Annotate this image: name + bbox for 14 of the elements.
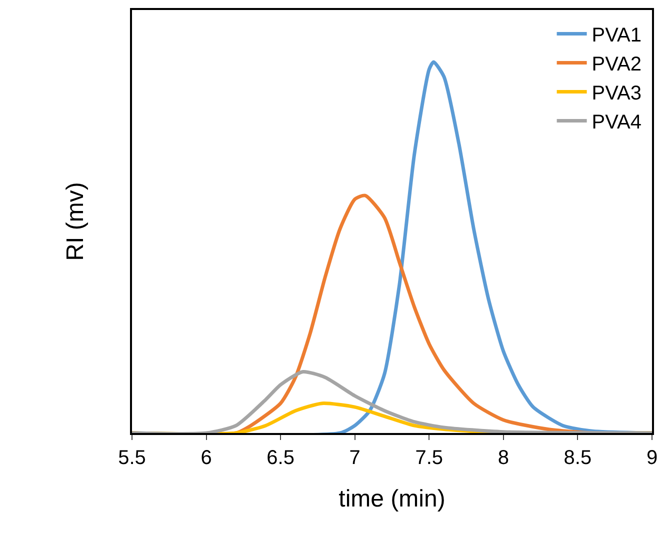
x-tick-label: 6.5: [266, 446, 294, 469]
x-tick-label: 9: [646, 446, 658, 469]
y-axis-title: RI (mv): [62, 182, 89, 261]
x-tick-label: 5.5: [118, 446, 146, 469]
x-tick-label: 6: [200, 446, 212, 469]
x-tick-label: 7: [349, 446, 360, 469]
legend-label: PVA1: [592, 24, 642, 47]
legend-label: PVA4: [592, 112, 642, 134]
x-tick-label: 8.5: [564, 446, 592, 469]
x-tick-label: 8: [498, 446, 509, 469]
x-tick-label: 7.5: [415, 446, 444, 469]
legend-label: PVA2: [592, 54, 642, 76]
x-axis-title: time (min): [338, 486, 446, 513]
legend-label: PVA3: [592, 82, 642, 105]
